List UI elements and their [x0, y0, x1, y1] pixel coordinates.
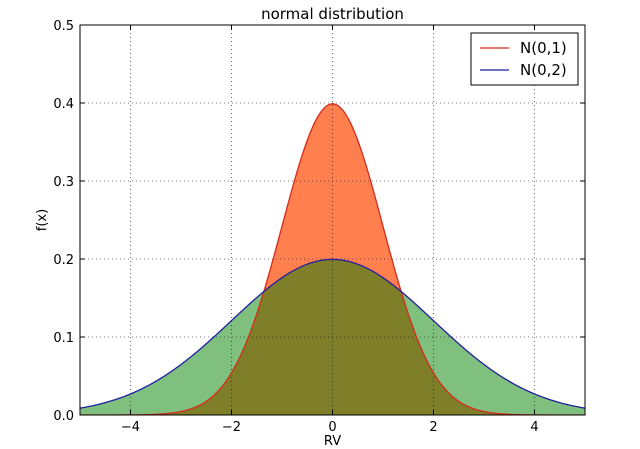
legend-label: N(0,1)	[520, 39, 567, 57]
chart-title: normal distribution	[261, 5, 404, 23]
x-tick-label: −2	[222, 420, 241, 435]
series-line-1	[80, 103, 585, 415]
x-axis-label: RV	[324, 434, 341, 449]
x-tick-label: 2	[429, 420, 437, 435]
legend-label: N(0,2)	[520, 61, 567, 79]
grid-lines	[80, 25, 585, 415]
x-tick-label: −4	[121, 420, 140, 435]
y-tick-label: 0.4	[53, 97, 74, 112]
y-tick-label: 0.2	[53, 253, 74, 268]
legend-box	[470, 32, 579, 86]
y-tick-label: 0.0	[53, 409, 74, 424]
legend: N(0,1) N(0,2)	[470, 32, 579, 86]
x-tick-label: 0	[328, 420, 336, 435]
x-tick-label: 4	[530, 420, 538, 435]
series-line-2	[80, 258, 585, 409]
y-tick-label: 0.3	[53, 175, 74, 190]
y-tick-label: 0.1	[53, 331, 74, 346]
y-tick-label: 0.5	[53, 19, 74, 34]
y-axis-label: f(x)	[35, 209, 50, 231]
